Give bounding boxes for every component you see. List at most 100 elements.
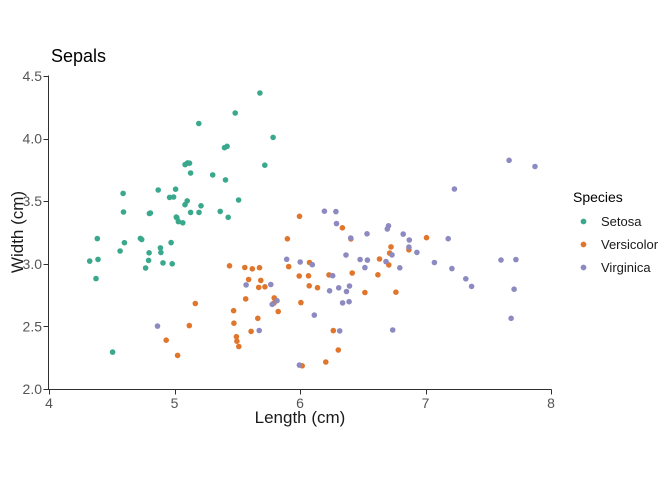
data-point-versicolor	[296, 273, 303, 279]
data-point-virginica	[498, 257, 504, 263]
data-point-virginica	[326, 288, 333, 294]
data-point-virginica	[309, 261, 316, 268]
data-point-versicolor	[236, 343, 242, 350]
x-tick-label: 8	[547, 395, 555, 411]
data-point-setosa	[196, 120, 202, 127]
x-tick-label: 5	[171, 395, 179, 411]
data-point-versicolor	[258, 277, 264, 284]
data-point-virginica	[431, 259, 438, 266]
data-point-virginica	[406, 244, 412, 250]
data-point-versicolor	[226, 263, 233, 269]
legend-item-label: Virginica	[601, 260, 651, 275]
data-point-versicolor	[163, 337, 169, 344]
data-point-virginica	[508, 315, 514, 322]
data-point-versicolor	[256, 264, 263, 271]
data-point-virginica	[256, 327, 263, 334]
data-point-setosa	[270, 134, 276, 141]
legend-swatch-virginica-icon	[580, 264, 587, 271]
data-point-virginica	[297, 259, 304, 265]
data-point-virginica	[364, 257, 371, 263]
data-point-virginica	[347, 235, 354, 241]
data-point-versicolor	[255, 284, 262, 291]
data-point-virginica	[451, 186, 458, 192]
data-point-virginica	[389, 252, 395, 258]
y-axis-title: Width (cm)	[8, 191, 27, 273]
data-point-virginica	[335, 285, 342, 291]
data-point-virginica	[346, 298, 352, 305]
data-point-setosa	[86, 258, 93, 264]
data-point-setosa	[94, 235, 101, 242]
data-point-setosa	[187, 209, 194, 216]
data-point-setosa	[157, 245, 164, 251]
data-point-setosa	[180, 220, 186, 226]
x-axis-ticks: 4 5 6 7 8	[45, 389, 555, 411]
data-point-setosa	[262, 162, 268, 168]
data-point-versicolor	[388, 244, 394, 250]
data-point-setosa	[120, 209, 127, 215]
data-point-versicolor	[233, 333, 240, 340]
data-point-versicolor	[423, 234, 430, 241]
data-point-versicolor	[192, 300, 199, 307]
legend-item-label: Setosa	[601, 214, 642, 229]
data-point-virginica	[397, 265, 403, 271]
data-point-virginica	[269, 301, 276, 308]
data-point-setosa	[146, 250, 152, 256]
y-tick-label: 4.0	[23, 131, 43, 147]
data-point-setosa	[175, 218, 182, 225]
data-point-setosa	[155, 187, 161, 193]
data-point-virginica	[445, 235, 452, 242]
data-point-virginica	[243, 282, 249, 288]
data-point-setosa	[166, 194, 173, 201]
data-point-virginica	[357, 256, 363, 263]
data-point-virginica	[513, 256, 519, 263]
data-point-virginica	[468, 283, 475, 290]
legend-title: Species	[573, 189, 623, 205]
y-tick-label: 2.0	[23, 381, 43, 397]
data-point-virginica	[268, 281, 274, 288]
data-point-versicolor	[230, 307, 237, 314]
data-point-virginica	[532, 163, 538, 170]
data-point-setosa	[209, 172, 216, 178]
data-point-versicolor	[296, 213, 303, 220]
data-point-setosa	[146, 210, 153, 217]
data-point-versicolor	[234, 338, 240, 345]
data-point-versicolor	[349, 270, 356, 276]
x-axis-title: Length (cm)	[255, 408, 346, 427]
x-tick-label: 6	[296, 395, 304, 411]
data-point-versicolor	[242, 264, 248, 271]
data-point-virginica	[400, 231, 407, 237]
data-point-virginica	[362, 264, 368, 271]
data-point-virginica	[336, 328, 343, 334]
y-tick-label: 2.5	[23, 318, 43, 334]
data-point-virginica	[343, 252, 349, 258]
data-point-versicolor	[305, 273, 312, 279]
data-point-versicolor	[298, 299, 304, 306]
data-point-virginica	[463, 276, 469, 282]
data-point-virginica	[383, 258, 389, 265]
y-axis-ticks: 2.0 2.5 3.0 3.5 4.0 4.5	[23, 68, 49, 397]
data-point-virginica	[406, 237, 413, 243]
data-point-virginica	[329, 272, 336, 279]
data-point-virginica	[296, 362, 303, 368]
data-point-versicolor	[285, 263, 292, 270]
data-point-setosa	[138, 236, 145, 243]
data-point-virginica	[339, 300, 346, 306]
data-point-versicolor	[245, 276, 252, 283]
data-point-virginica	[154, 323, 161, 329]
data-point-setosa	[158, 249, 164, 256]
data-point-versicolor	[284, 236, 291, 242]
data-point-setosa	[172, 186, 179, 192]
data-point-virginica	[414, 249, 420, 256]
data-point-virginica	[311, 312, 318, 318]
data-point-versicolor	[231, 320, 237, 327]
data-point-setosa	[257, 90, 263, 96]
data-point-virginica	[346, 283, 353, 289]
data-point-versicolor	[362, 289, 368, 296]
plot-title: Sepals	[51, 46, 106, 66]
legend-swatch-versicolor-icon	[580, 241, 587, 248]
data-point-setosa	[145, 257, 152, 264]
data-point-setosa	[182, 201, 188, 208]
data-points	[86, 90, 538, 369]
